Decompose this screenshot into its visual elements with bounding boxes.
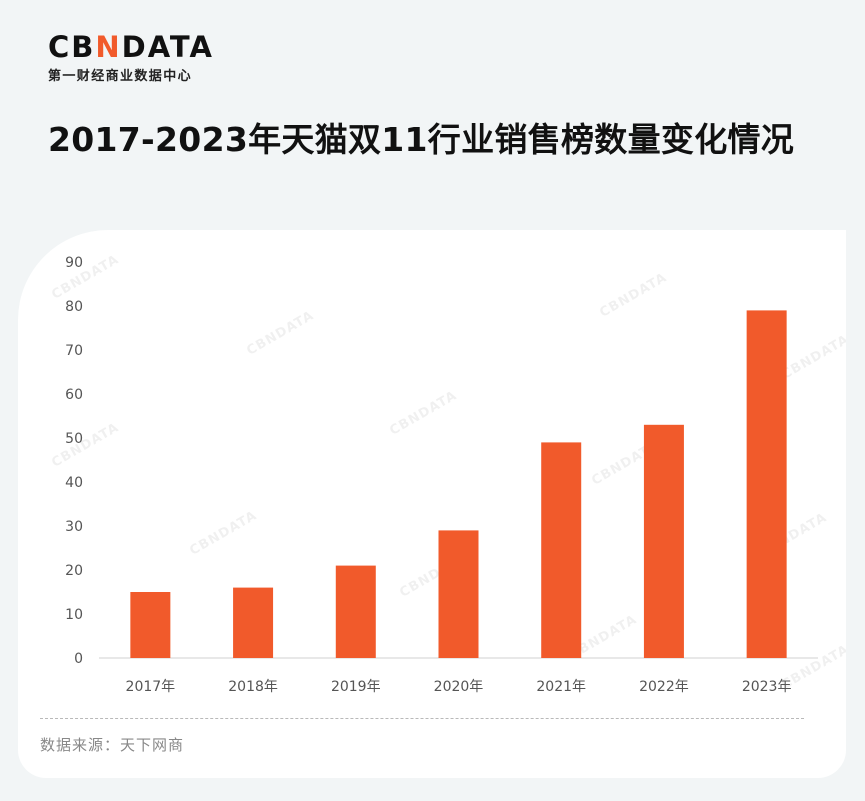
bar bbox=[130, 592, 171, 658]
chart-title: 2017-2023年天猫双11行业销售榜数量变化情况 bbox=[48, 120, 795, 159]
divider bbox=[40, 718, 804, 719]
x-tick-label: 2021年 bbox=[536, 679, 586, 695]
y-tick-label: 20 bbox=[65, 563, 83, 579]
y-tick-label: 50 bbox=[65, 431, 83, 447]
y-tick-label: 60 bbox=[65, 387, 83, 403]
bar-chart: 0 10 20 30 40 50 60 70 80 90 2017年 2018年 2019年 2020年 2… bbox=[65, 255, 818, 695]
x-tick-label: 2017年 bbox=[126, 679, 176, 695]
y-tick-label: 70 bbox=[65, 343, 83, 359]
bar bbox=[643, 424, 684, 658]
bar bbox=[438, 530, 479, 658]
brand-tagline: 第一财经商业数据中心 bbox=[48, 69, 193, 84]
x-tick-label: 2020年 bbox=[434, 679, 484, 695]
bar bbox=[746, 310, 787, 658]
y-tick-label: 40 bbox=[65, 475, 83, 491]
x-tick-label: 2022年 bbox=[639, 679, 689, 695]
bar bbox=[233, 587, 274, 658]
x-tick-label: 2019年 bbox=[331, 679, 381, 695]
bar bbox=[335, 565, 376, 658]
cbndata-logo: CBNDATA bbox=[48, 30, 214, 64]
bar bbox=[541, 442, 582, 658]
data-source-note: 数据来源：天下网商 bbox=[40, 736, 185, 754]
y-tick-label: 30 bbox=[65, 519, 83, 535]
chart-card: CBNDATA CBNDATA CBNDATA CBNDATA CBNDATA … bbox=[18, 230, 846, 778]
y-tick-label: 0 bbox=[74, 651, 83, 667]
x-tick-label: 2023年 bbox=[742, 679, 792, 695]
y-tick-label: 80 bbox=[65, 299, 83, 315]
x-tick-label: 2018年 bbox=[228, 679, 278, 695]
y-tick-label: 90 bbox=[65, 255, 83, 271]
brand: CBNDATA 第一财经商业数据中心 bbox=[48, 30, 214, 84]
y-tick-label: 10 bbox=[65, 607, 83, 623]
